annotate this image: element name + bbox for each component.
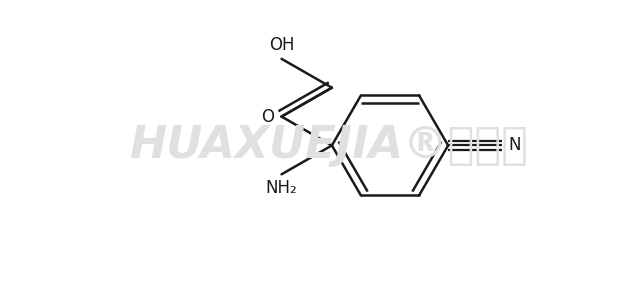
Text: HUAXUEJIA®化学加: HUAXUEJIA®化学加	[129, 124, 527, 167]
Text: O: O	[260, 107, 274, 126]
Text: N: N	[509, 137, 521, 154]
Text: NH₂: NH₂	[266, 179, 298, 197]
Text: OH: OH	[269, 36, 294, 54]
